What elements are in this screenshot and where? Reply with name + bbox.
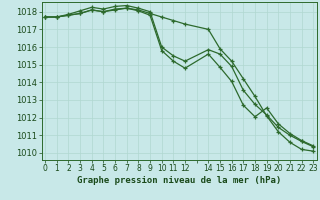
X-axis label: Graphe pression niveau de la mer (hPa): Graphe pression niveau de la mer (hPa) <box>77 176 281 185</box>
